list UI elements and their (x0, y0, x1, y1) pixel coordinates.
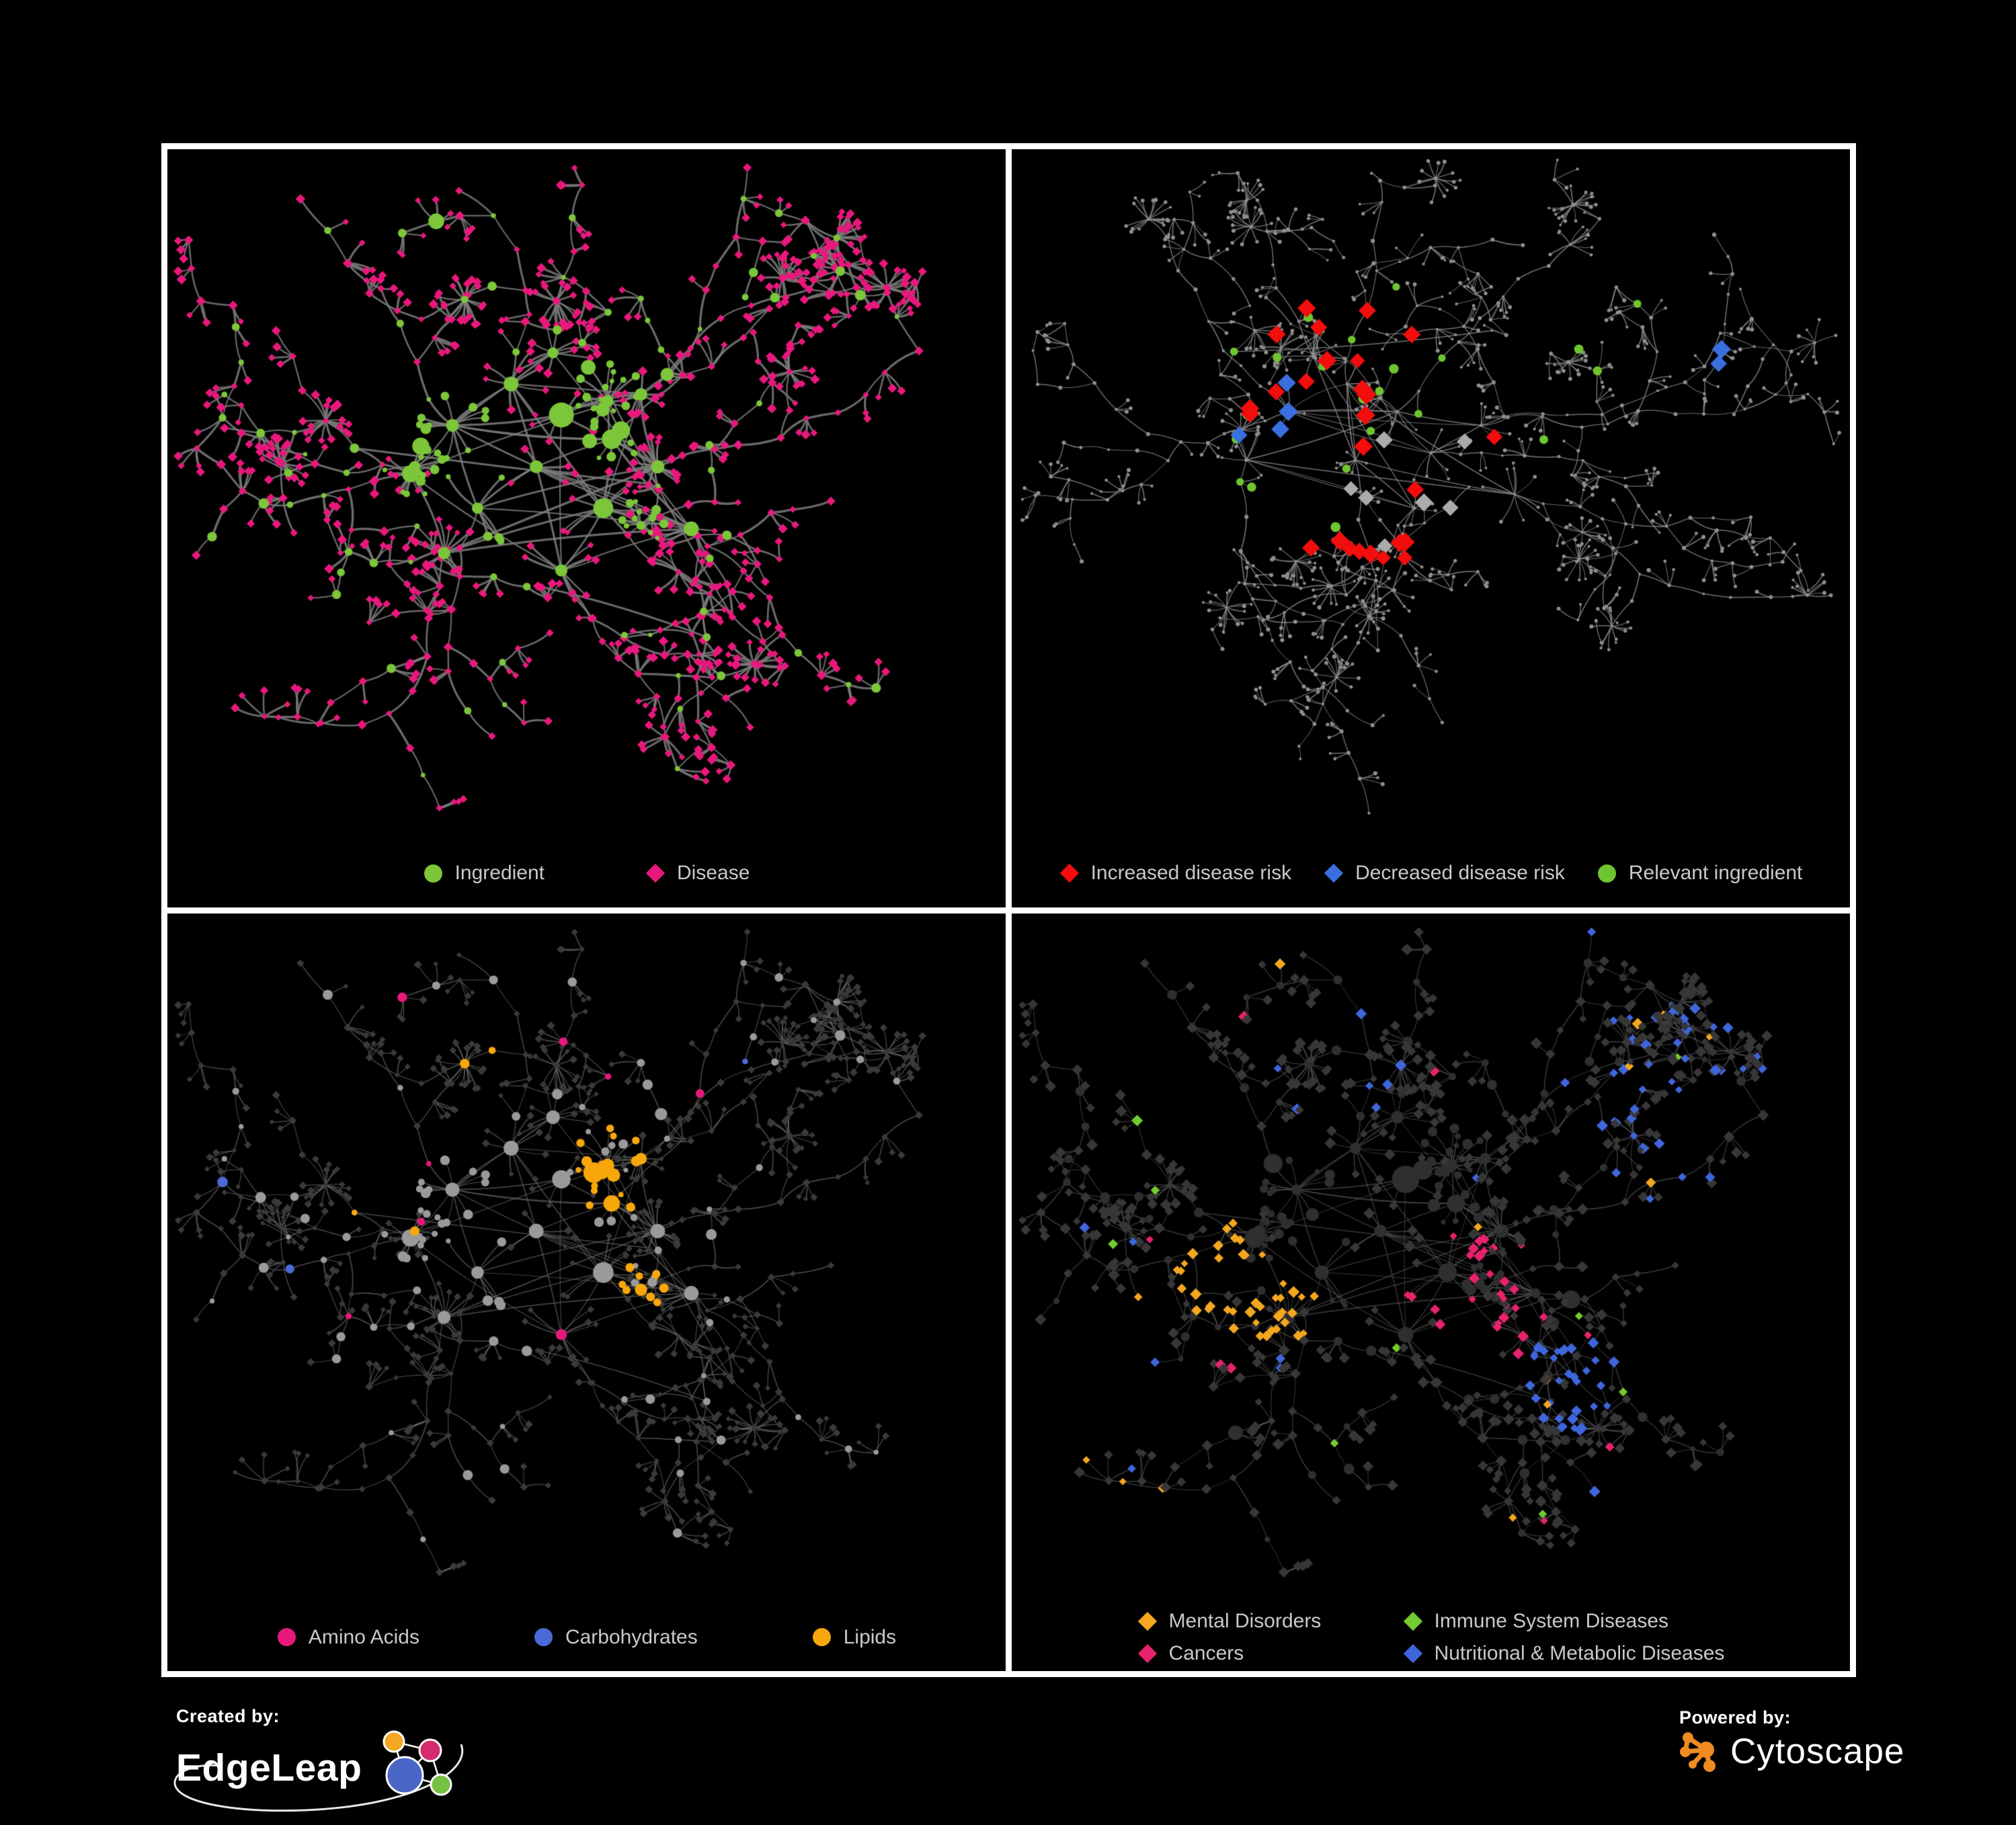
circle-glyph (813, 1628, 832, 1646)
nutritional-metabolic-diseases-diamond-swatch-icon (1403, 1644, 1423, 1664)
legend-label: Ingredient (454, 862, 545, 884)
increased-disease-risk-diamond-swatch-icon (1059, 863, 1080, 883)
legend-label: Cancers (1168, 1641, 1244, 1664)
legend-label: Increased disease risk (1090, 862, 1292, 884)
lipids-circle-swatch-icon (812, 1627, 832, 1648)
legend-item: Relevant ingredient (1597, 862, 1803, 885)
relevant-ingredient-circle-swatch-icon (1597, 863, 1617, 883)
panel-macronutrients: Amino Acids Carbohydrates Lipids (167, 913, 1006, 1671)
diamond-glyph (1059, 863, 1079, 883)
legend-item: Cancers (1137, 1642, 1403, 1665)
network-macronutrients (167, 913, 1006, 1604)
amino-acids-circle-swatch-icon (277, 1627, 297, 1648)
legend-item: Increased disease risk (1059, 862, 1291, 885)
legend-item: Nutritional & Metabolic Diseases (1403, 1641, 1725, 1665)
circle-glyph (534, 1628, 553, 1646)
edgeleap-network-icon (382, 1730, 452, 1796)
edgeleap-wordmark: EdgeLeap (176, 1746, 362, 1789)
legend-label: Carbohydrates (565, 1625, 698, 1648)
powered-by-block: Powered by: Cytoscape (1679, 1707, 1904, 1773)
carbohydrates-circle-swatch-icon (534, 1627, 554, 1648)
legend-label: Mental Disorders (1168, 1609, 1322, 1632)
mental-disorders-diamond-swatch-icon (1137, 1611, 1158, 1631)
panel-disease-categories: Mental Disorders Immune System Diseases Ca… (1012, 913, 1850, 1671)
diamond-glyph (1403, 1611, 1422, 1631)
cytoscape-logo: Cytoscape (1679, 1730, 1904, 1773)
legend-item: Lipids (812, 1626, 896, 1649)
legend-item: Decreased disease risk (1324, 862, 1565, 885)
cytoscape-wordmark: Cytoscape (1730, 1731, 1905, 1771)
ingredient-circle-swatch-icon (424, 863, 444, 883)
legend-label: Nutritional & Metabolic Diseases (1434, 1641, 1725, 1664)
legend-item: Carbohydrates (534, 1626, 698, 1649)
diamond-glyph (645, 863, 666, 883)
footer: Created by: EdgeLeap Powered (0, 1677, 2016, 1820)
legend-macronutrients: Amino Acids Carbohydrates Lipids (167, 1604, 1006, 1671)
legend-disease-categories: Mental Disorders Immune System Diseases Ca… (1012, 1604, 1850, 1671)
diamond-glyph (1324, 863, 1344, 883)
disease-diamond-swatch-icon (645, 863, 666, 883)
legend-item: Immune System Diseases (1403, 1610, 1725, 1633)
legend-label: Relevant ingredient (1628, 862, 1803, 884)
diamond-glyph (1137, 1644, 1157, 1663)
network-ingredient-disease (167, 149, 1006, 840)
panel-disease-risk: Increased disease risk Decreased disease … (1012, 149, 1850, 907)
legend-disease-risk: Increased disease risk Decreased disease … (1012, 840, 1850, 907)
circle-glyph (278, 1628, 296, 1646)
legend-item: Ingredient (424, 862, 545, 885)
cancers-diamond-swatch-icon (1137, 1644, 1158, 1664)
legend-item: Amino Acids (277, 1626, 419, 1649)
immune-system-diseases-diamond-swatch-icon (1403, 1611, 1423, 1631)
network-disease-categories (1012, 913, 1850, 1604)
decreased-disease-risk-diamond-swatch-icon (1324, 863, 1344, 883)
created-by-block: Created by: EdgeLeap (173, 1706, 464, 1812)
created-by-label: Created by: (176, 1706, 280, 1726)
panel-ingredient-disease: Ingredient Disease (167, 149, 1006, 907)
cytoscape-network-icon (1680, 1732, 1716, 1772)
circle-glyph (1598, 864, 1617, 883)
diamond-glyph (1403, 1644, 1422, 1663)
edgeleap-logo: EdgeLeap (173, 1728, 464, 1812)
powered-by-label: Powered by: (1679, 1707, 1791, 1728)
legend-label: Immune System Diseases (1434, 1609, 1669, 1632)
legend-label: Decreased disease risk (1355, 862, 1565, 884)
legend-label: Amino Acids (308, 1625, 419, 1648)
network-disease-risk (1012, 149, 1850, 840)
legend-label: Lipids (843, 1625, 897, 1648)
panels-grid: Ingredient Disease Increased disease risk… (161, 143, 1856, 1677)
legend-label: Disease (677, 862, 750, 884)
diamond-glyph (1137, 1611, 1157, 1631)
legend-ingredient-disease: Ingredient Disease (167, 840, 1006, 907)
legend-item: Mental Disorders (1137, 1610, 1403, 1633)
legend-item: Disease (645, 862, 750, 885)
circle-glyph (424, 864, 443, 883)
